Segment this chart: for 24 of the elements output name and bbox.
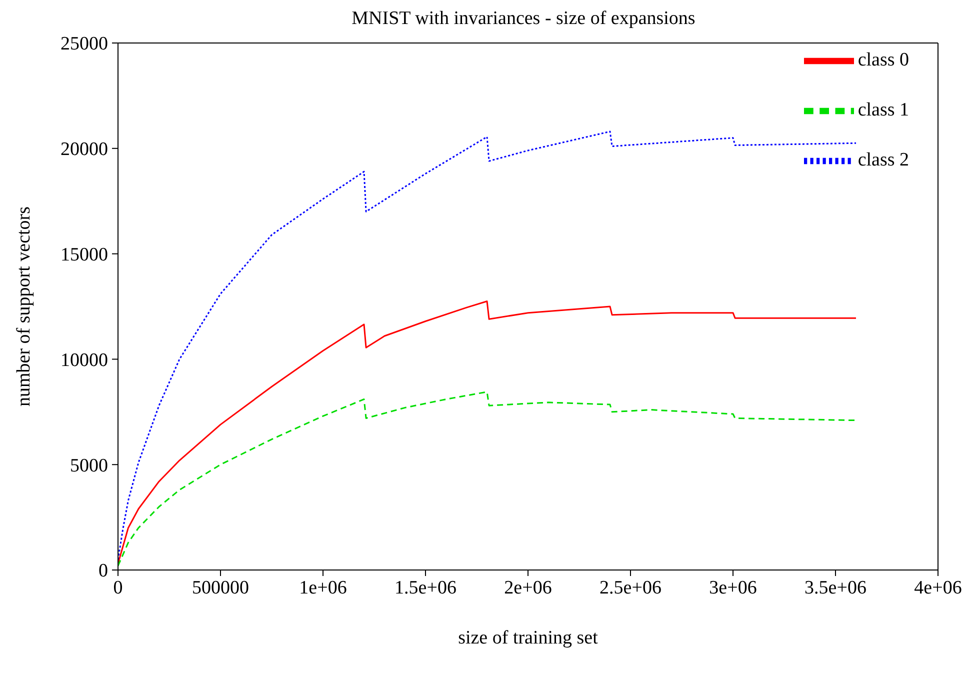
- y-tick-label: 25000: [60, 34, 108, 55]
- line-series: [118, 391, 857, 567]
- x-tick-label: 2.5e+06: [600, 577, 662, 598]
- x-tick-label: 3e+06: [709, 577, 757, 598]
- y-tick-label: 10000: [60, 350, 108, 371]
- x-tick-label: 0: [113, 577, 123, 598]
- x-tick-label: 1.5e+06: [394, 577, 456, 598]
- x-tick-label: 2e+06: [504, 577, 552, 598]
- x-axis-title: size of training set: [458, 627, 599, 648]
- x-tick-label: 4e+06: [914, 577, 962, 598]
- line-series: [118, 300, 857, 564]
- y-tick-label: 15000: [60, 244, 108, 266]
- y-tick-label: 20000: [60, 139, 108, 160]
- legend-label: class 1: [858, 99, 909, 120]
- x-tick-label: 500000: [192, 577, 249, 598]
- y-tick-label: 0: [98, 560, 108, 582]
- y-tick-label: 5000: [70, 455, 108, 476]
- line-series: [118, 130, 857, 560]
- x-tick-label: 1e+06: [299, 577, 347, 598]
- chart-title: MNIST with invariances - size of expansions: [350, 8, 696, 30]
- legend-label: class 0: [858, 49, 909, 70]
- legend-label: class 2: [858, 149, 909, 170]
- y-axis-title: number of support vectors: [14, 206, 35, 406]
- x-tick-label: 3.5e+06: [804, 577, 866, 598]
